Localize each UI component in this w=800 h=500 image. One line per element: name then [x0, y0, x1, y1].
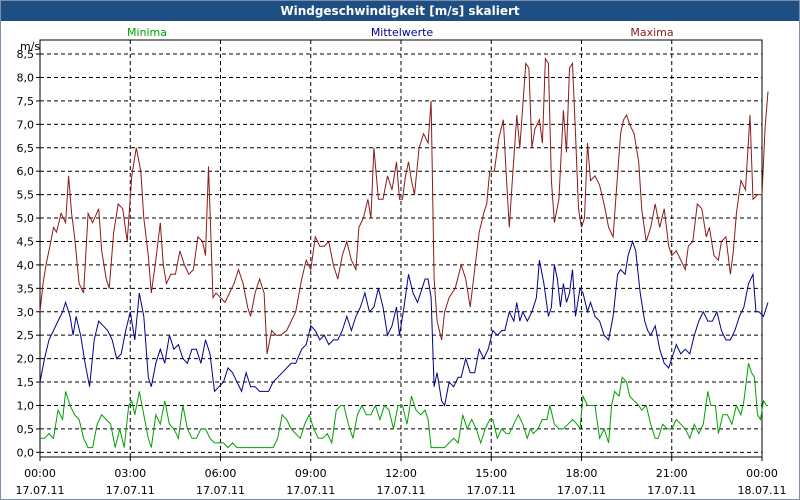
y-tick-label: 4,0	[17, 259, 35, 272]
x-tick-date: 17.07.11	[557, 484, 606, 497]
y-tick-label: 1,5	[17, 376, 35, 389]
y-tick-label: 5,5	[17, 189, 35, 202]
y-tick-label: 1,0	[17, 399, 35, 412]
y-tick-label: 0,0	[17, 446, 35, 459]
x-tick-date: 17.07.11	[286, 484, 335, 497]
x-tick-date: 17.07.11	[106, 484, 155, 497]
y-tick-label: 2,5	[17, 329, 35, 342]
x-tick-time: 12:00	[385, 467, 417, 480]
y-tick-label: 7,5	[17, 95, 35, 108]
series-line-maxima	[39, 57, 769, 354]
y-tick-label: 6,0	[17, 165, 35, 178]
y-tick-label: 0,5	[17, 423, 35, 436]
y-axis-label: m/s	[20, 40, 40, 53]
x-tick-time: 21:00	[656, 467, 688, 480]
x-tick-date: 17.07.11	[377, 484, 426, 497]
grid	[40, 40, 762, 457]
x-tick-time: 03:00	[114, 467, 146, 480]
x-tick-time: 15:00	[475, 467, 507, 480]
axes: 0,0 0,5 1,0 1,5 2,0 2,5 3,0 3,5 4,0 4,5 5,0 5,5 6,0 6…	[16, 40, 787, 497]
y-tick-label: 3,0	[17, 306, 35, 319]
legend: Minima Mittelwerte Maxima	[127, 26, 674, 39]
y-tick-label: 5,0	[17, 212, 35, 225]
y-tick-label: 3,5	[17, 282, 35, 295]
x-tick-date: 18.07.11	[738, 484, 787, 497]
legend-item-minima: Minima	[127, 26, 167, 39]
x-tick-date: 17.07.11	[467, 484, 516, 497]
x-tick-time: 18:00	[566, 467, 598, 480]
x-tick-time: 09:00	[295, 467, 327, 480]
series-line-minima	[40, 363, 768, 449]
series-lines	[39, 57, 769, 449]
x-tick-time: 00:00	[746, 467, 778, 480]
y-tick-label: 6,5	[17, 142, 35, 155]
y-tick-label: 8,5	[17, 48, 35, 61]
plot-frame	[39, 39, 763, 458]
y-tick-label: 8,0	[17, 71, 35, 84]
x-tick-date: 17.07.11	[196, 484, 245, 497]
y-tick-label: 7,0	[17, 118, 35, 131]
x-tick-time: 06:00	[205, 467, 237, 480]
x-tick-date: 17.07.11	[647, 484, 696, 497]
series-line-mittelwerte	[39, 239, 769, 407]
legend-item-maxima: Maxima	[630, 26, 673, 39]
x-tick-date: 17.07.11	[16, 484, 65, 497]
window-title: Windgeschwindigkeit [m/s] skaliert	[1, 1, 799, 21]
x-tick-time: 00:00	[24, 467, 56, 480]
legend-item-mittelwerte: Mittelwerte	[371, 26, 434, 39]
y-tick-label: 4,5	[17, 235, 35, 248]
y-tick-label: 2,0	[17, 353, 35, 366]
